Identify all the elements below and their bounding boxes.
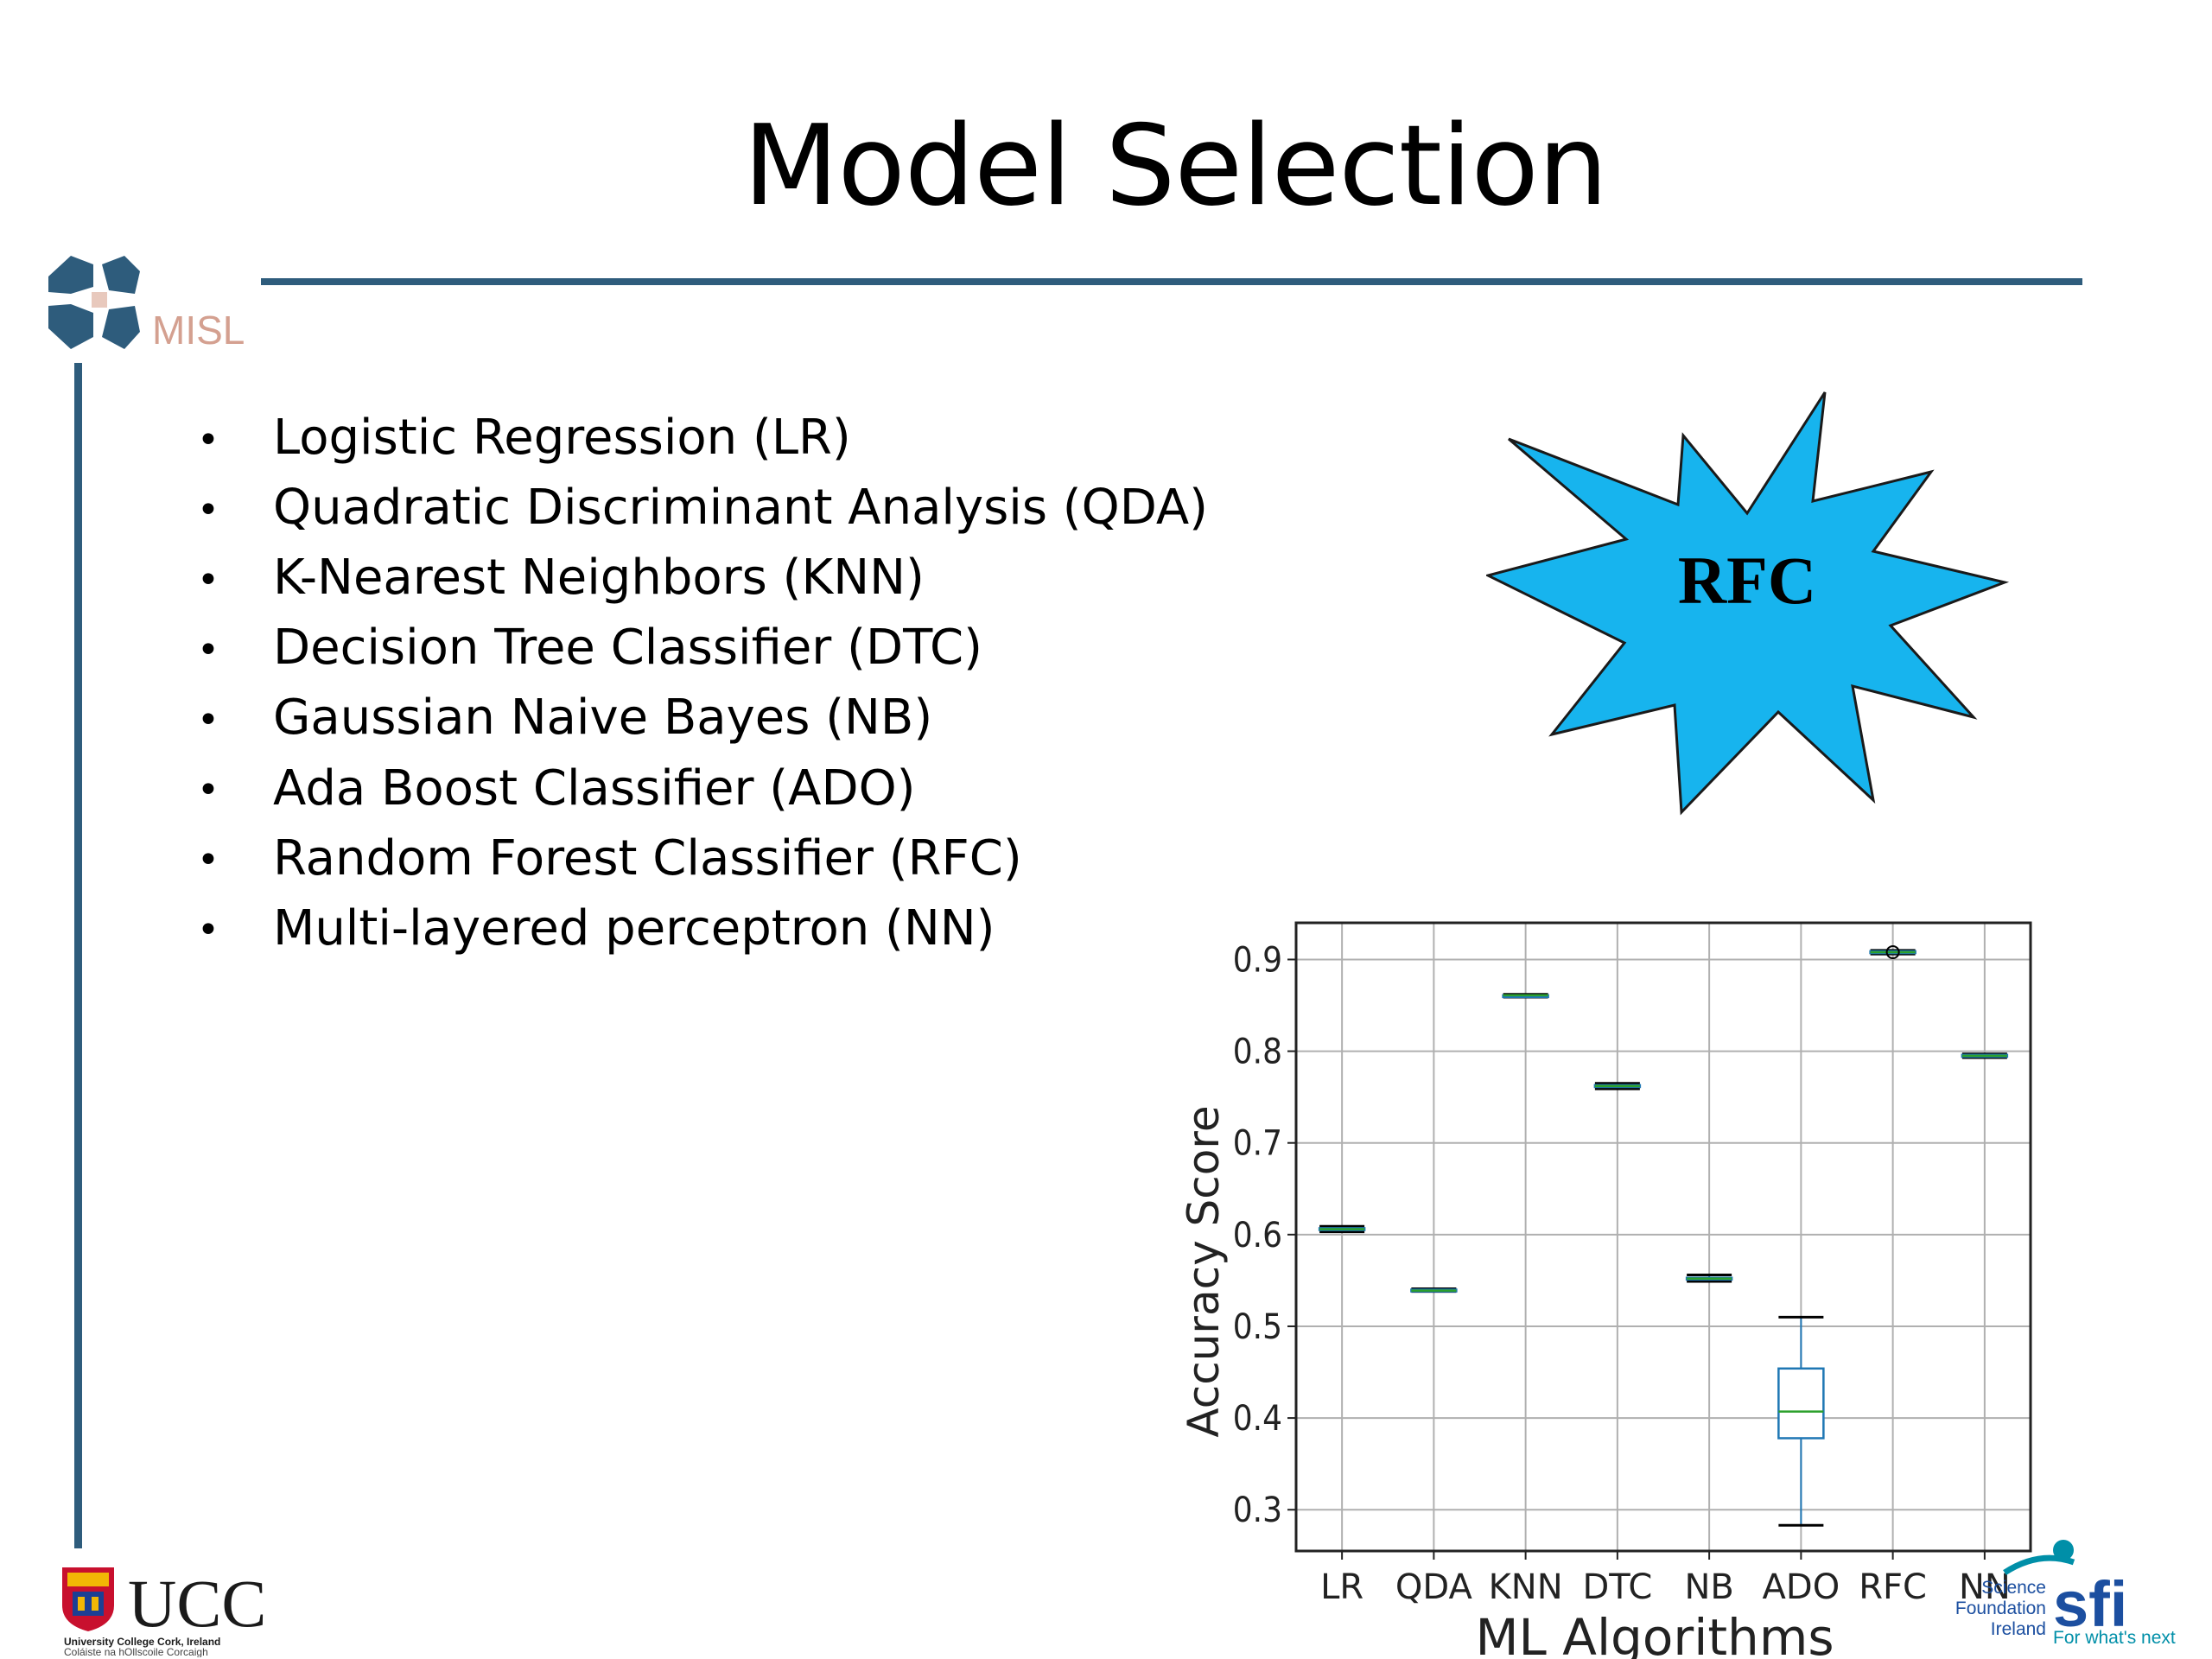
y-tick-label: 0.8 [1233, 1033, 1282, 1072]
x-tick-label: DTC [1582, 1567, 1652, 1607]
sfi-arc-icon [2003, 1554, 2075, 1575]
outlier-point [1885, 944, 1900, 959]
list-item: • Gaussian Naive Bayes (NB) [197, 684, 1208, 754]
sfi-logo: sfi Science Foundation Ireland For what'… [1955, 1540, 2176, 1648]
list-item: • Decision Tree Classifier (DTC) [197, 614, 1208, 684]
x-tick-label: ADO [1763, 1567, 1840, 1607]
bullet-text: Logistic Regression (LR) [273, 410, 851, 466]
misl-emblem-icon [48, 256, 140, 349]
list-item: • Ada Boost Classifier (ADO) [197, 755, 1208, 825]
list-item: • Multi-layered perceptron (NN) [197, 895, 1208, 965]
bullet-text: Quadratic Discriminant Analysis (QDA) [273, 480, 1209, 537]
sfi-name-3: Ireland [1991, 1619, 2046, 1639]
bullet-text: Decision Tree Classifier (DTC) [273, 620, 982, 677]
left-accent-line [74, 363, 82, 1548]
bullet-dot-icon: • [197, 627, 219, 672]
sfi-mark: sfi [2053, 1568, 2127, 1640]
title-underline [261, 278, 2082, 285]
list-item: • K-Nearest Neighbors (KNN) [197, 544, 1208, 614]
rfc-callout-star: RFC [1486, 391, 2010, 816]
page-title: Model Selection [743, 102, 1608, 231]
bullet-dot-icon: • [197, 768, 219, 813]
y-tick-label: 0.6 [1233, 1216, 1282, 1255]
list-item: • Quadratic Discriminant Analysis (QDA) [197, 474, 1208, 544]
x-tick-label: LR [1320, 1567, 1363, 1607]
y-axis-label: Accuracy Score [1179, 1105, 1229, 1437]
accuracy-boxplot: 0.3 0.4 0.5 0.6 0.7 0.8 0.9 LR QDA KNN DTC NB ADO RFC… [1179, 921, 2032, 1659]
bullet-dot-icon: • [197, 838, 219, 883]
misl-logo: MISL [48, 256, 245, 353]
ucc-subtitle-1: University College Cork, Ireland [64, 1636, 220, 1648]
misl-text: MISL [152, 308, 245, 353]
x-tick-label: NB [1684, 1567, 1733, 1607]
bullet-dot-icon: • [197, 487, 219, 532]
list-item: • Logistic Regression (LR) [197, 404, 1208, 474]
sfi-name-1: Science [1981, 1578, 2046, 1598]
starburst-shape [1486, 391, 2010, 816]
plot-frame [1294, 921, 2032, 1553]
sfi-tagline: For what's next [2053, 1628, 2176, 1648]
sfi-dot-icon [2053, 1540, 2074, 1560]
y-tick-label: 0.9 [1233, 940, 1282, 980]
bullet-dot-icon: • [197, 557, 219, 602]
plot-area [1296, 923, 2031, 1551]
bullet-dot-icon: • [197, 698, 219, 743]
ucc-crest-icon [62, 1567, 114, 1631]
y-tick-label: 0.7 [1233, 1124, 1282, 1164]
bullet-dot-icon: • [197, 417, 219, 462]
x-tick-label: KNN [1489, 1567, 1563, 1607]
x-axis-label: ML Algorithms [1475, 1608, 1834, 1659]
ucc-subtitle-2: Coláiste na hOllscoile Corcaigh [64, 1646, 208, 1657]
list-item: • Random Forest Classifier (RFC) [197, 825, 1208, 895]
y-tick-label: 0.4 [1233, 1399, 1282, 1439]
y-tick-label: 0.5 [1233, 1307, 1282, 1347]
x-tick-label: NN [1959, 1567, 2011, 1607]
bullet-text: Gaussian Naive Bayes (NB) [273, 690, 933, 747]
ucc-logo: UCC University College Cork, Ireland Col… [62, 1566, 266, 1657]
model-list: • Logistic Regression (LR) • Quadratic Disc… [197, 404, 1208, 965]
bullet-text: Ada Boost Classifier (ADO) [273, 760, 916, 817]
sfi-name-2: Foundation [1955, 1599, 2046, 1618]
bullet-text: K-Nearest Neighbors (KNN) [273, 550, 925, 607]
ucc-wordmark: UCC [128, 1566, 266, 1641]
x-tick-label: RFC [1859, 1567, 1927, 1607]
bullet-text: Random Forest Classifier (RFC) [273, 830, 1022, 887]
bullet-dot-icon: • [197, 908, 219, 953]
callout-label: RFC [1678, 543, 1816, 618]
box-ado [1777, 1367, 1825, 1440]
x-tick-label: QDA [1395, 1567, 1473, 1607]
y-tick-label: 0.3 [1233, 1491, 1282, 1530]
bullet-text: Multi-layered perceptron (NN) [273, 899, 995, 957]
